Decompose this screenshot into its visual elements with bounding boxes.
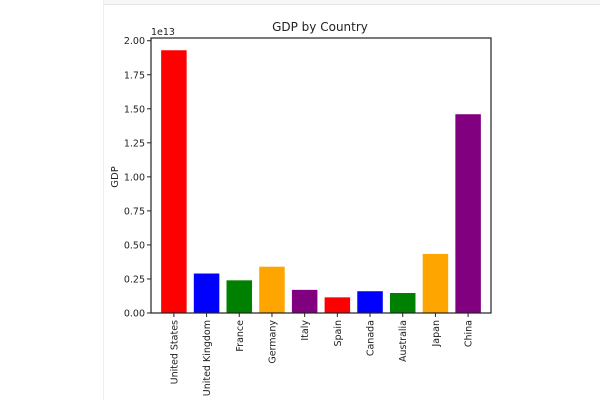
y-tick-label: 1.50 (124, 104, 145, 115)
bar-italy (291, 289, 318, 313)
x-tick-label: China (464, 320, 475, 347)
bar-germany (259, 266, 285, 313)
bar-united-kingdom (193, 273, 220, 313)
chart-title: GDP by Country (272, 20, 368, 34)
y-tick-label: 0.50 (124, 240, 145, 251)
y-tick-label: 1.00 (124, 172, 145, 183)
notebook-cell-border (103, 0, 600, 5)
x-tick-label: Italy (300, 320, 311, 341)
y-tick-label: 1.75 (124, 70, 145, 81)
x-tick-label: Japan (431, 320, 442, 348)
y-tick-label: 0.00 (124, 309, 145, 320)
x-tick-label: United States (169, 320, 180, 384)
x-tick-label: Germany (267, 320, 278, 364)
bar-france (226, 280, 253, 313)
x-tick-label: Australia (398, 320, 409, 362)
bar-spain (324, 297, 351, 313)
bar-australia (389, 292, 416, 313)
y-offset-label: 1e13 (151, 27, 175, 38)
y-axis-label: GDP (110, 166, 121, 187)
x-tick-label: Spain (333, 320, 344, 347)
x-tick-label: United Kingdom (202, 320, 213, 396)
notebook-cell-left-border (103, 0, 104, 400)
y-tick-label: 1.25 (124, 138, 145, 149)
y-tick-label: 2.00 (124, 36, 145, 47)
bar-canada (357, 291, 383, 313)
bar-china (455, 114, 481, 313)
y-tick-label: 0.75 (124, 206, 145, 217)
x-tick-label: Canada (366, 320, 377, 356)
axes-frame (150, 37, 492, 314)
x-tick-label: France (235, 320, 246, 352)
y-tick-label: 0.25 (124, 274, 145, 285)
bar-united-states (161, 50, 187, 314)
bar-japan (422, 253, 449, 313)
